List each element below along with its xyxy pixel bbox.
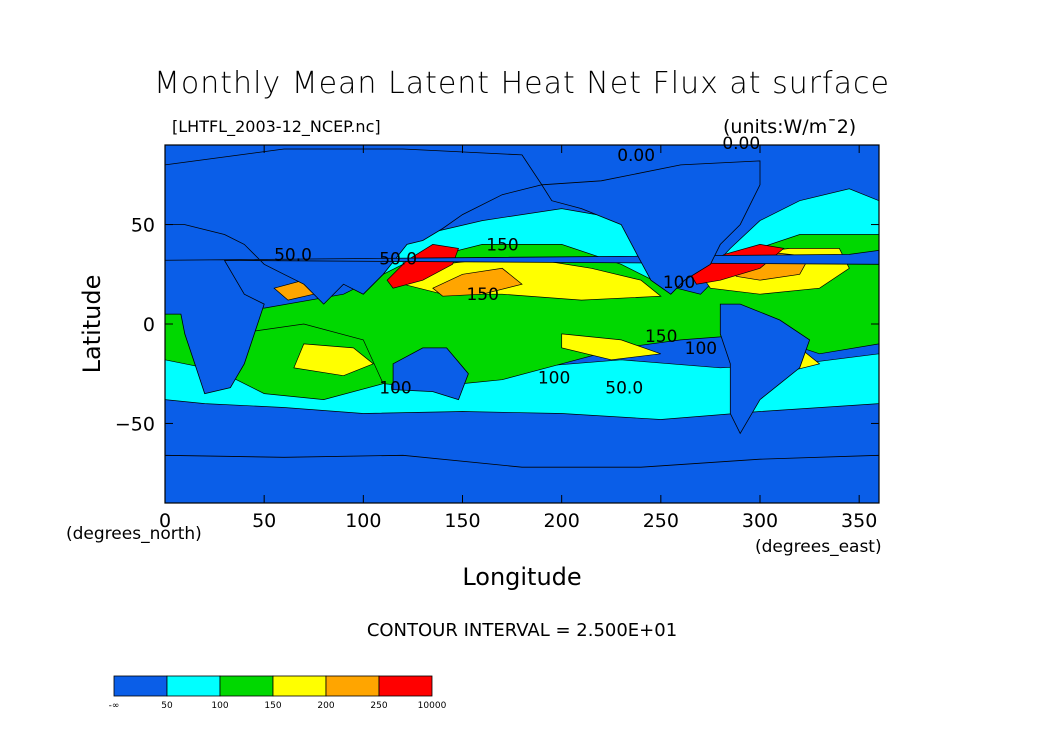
colorbar-bin — [378, 675, 433, 697]
map-layer: 0.00 0.00 50.0 50.0 50.0 100 100 100 100 150 150 15… — [165, 134, 879, 503]
x-tick-label: 50 — [252, 510, 276, 532]
colorbar-bin — [325, 675, 380, 697]
colorbar-label: -∞ — [109, 701, 120, 711]
y-unit-label: (degrees_north) — [66, 524, 202, 544]
land-antarctica — [165, 454, 879, 503]
colorbar-label: 150 — [264, 701, 281, 711]
x-unit-label: (degrees_east) — [755, 537, 882, 557]
contour-label: 100 — [663, 273, 695, 293]
contour-label: 150 — [486, 235, 518, 255]
y-tick-label: 50 — [131, 215, 155, 237]
x-tick-label: 100 — [345, 510, 381, 532]
contour-label: 150 — [645, 327, 677, 347]
x-tick-label: 350 — [841, 510, 877, 532]
units-label: (units:W/m¯2) — [723, 116, 857, 138]
field-regions — [165, 145, 879, 503]
land-australia — [392, 347, 469, 401]
axis-layer: 0 50 100 150 200 250 300 350 50 0 −50 — [115, 144, 880, 532]
pacific-orange-patch — [432, 267, 523, 297]
x-tick-label: 150 — [444, 510, 480, 532]
contour-label: 50.0 — [274, 245, 312, 265]
colorbar-label: 250 — [370, 701, 387, 711]
contour-label: 100 — [379, 379, 411, 399]
contour-label: 0.00 — [722, 134, 760, 154]
y-tick-label: 0 — [143, 314, 155, 336]
x-tick-label: 200 — [544, 510, 580, 532]
x-axis-title: Longitude — [462, 563, 582, 591]
colorbar: -∞ 50 100 150 200 250 10000 — [109, 675, 447, 711]
contour-label: 150 — [466, 285, 498, 305]
land-eurasia — [165, 148, 543, 305]
y-tick-label: −50 — [115, 413, 155, 435]
colorbar-bin — [166, 675, 221, 697]
contour-label: 0.00 — [617, 146, 655, 166]
colorbar-bin — [219, 675, 274, 697]
land-north-america — [541, 160, 761, 295]
colorbar-label: 50 — [161, 701, 173, 711]
colorbar-bin — [272, 675, 327, 697]
x-tick-label: 0 — [159, 510, 171, 532]
colorbar-bin — [113, 675, 168, 697]
contour-label: 100 — [685, 339, 717, 359]
colorbar-end-label: 10000 — [418, 701, 447, 711]
contour-label: 50.0 — [379, 249, 417, 269]
x-tick-label: 250 — [643, 510, 679, 532]
contour-interval-label: CONTOUR INTERVAL = 2.500E+01 — [366, 620, 678, 641]
contour-label: 50.0 — [605, 379, 643, 399]
land-africa — [165, 249, 879, 395]
chart-subtitle: [LHTFL_2003-12_NCEP.nc] — [172, 117, 381, 136]
contour-label: 100 — [538, 369, 570, 389]
colorbar-label: 100 — [211, 701, 228, 711]
chart-title: Monthly Mean Latent Heat Net Flux at sur… — [154, 66, 890, 101]
south-pacific-high-flux — [561, 333, 661, 361]
land-south-america — [719, 303, 811, 435]
y-axis-title: Latitude — [78, 274, 106, 374]
colorbar-label: 200 — [317, 701, 334, 711]
x-tick-label: 300 — [742, 510, 778, 532]
south-indian-high-flux — [293, 343, 374, 377]
